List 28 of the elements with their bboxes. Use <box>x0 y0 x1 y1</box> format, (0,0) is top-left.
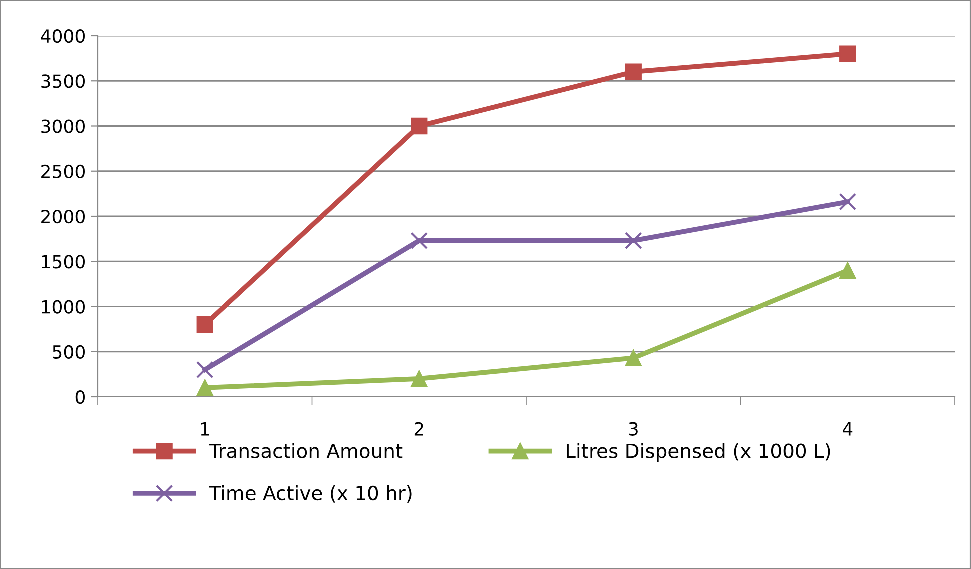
point <box>411 118 428 135</box>
point <box>625 350 642 367</box>
point <box>411 370 428 388</box>
legend-label: Litres Dispensed (x 1000 L) <box>567 443 830 462</box>
y-tick-label: 3000 <box>42 120 85 134</box>
point <box>624 232 642 250</box>
y-tick-label: 2500 <box>42 164 85 178</box>
y-tick-label: 4000 <box>41 29 85 44</box>
y-tick-label: 3500 <box>42 74 85 88</box>
y-tick-label: 1500 <box>42 255 85 269</box>
x-tick-label: 1 <box>201 422 210 436</box>
x-tick-label: 2 <box>414 422 424 436</box>
x-tick-label: 4 <box>843 422 853 436</box>
y-tick-label: 500 <box>53 345 85 359</box>
y-tick-label: 1000 <box>42 300 85 314</box>
point <box>625 64 642 80</box>
y-tick-label: 0 <box>76 390 85 404</box>
point <box>840 46 856 62</box>
point <box>410 232 428 250</box>
point <box>196 361 214 379</box>
legend-label: Time Active (x 10 hr) <box>209 486 412 503</box>
x-tick-label: 3 <box>629 422 638 436</box>
point <box>196 380 214 396</box>
point <box>840 262 856 279</box>
point <box>196 316 214 334</box>
y-tick-label: 2000 <box>42 210 85 224</box>
point <box>839 193 857 211</box>
legend-label: Transaction Amount <box>209 443 403 458</box>
